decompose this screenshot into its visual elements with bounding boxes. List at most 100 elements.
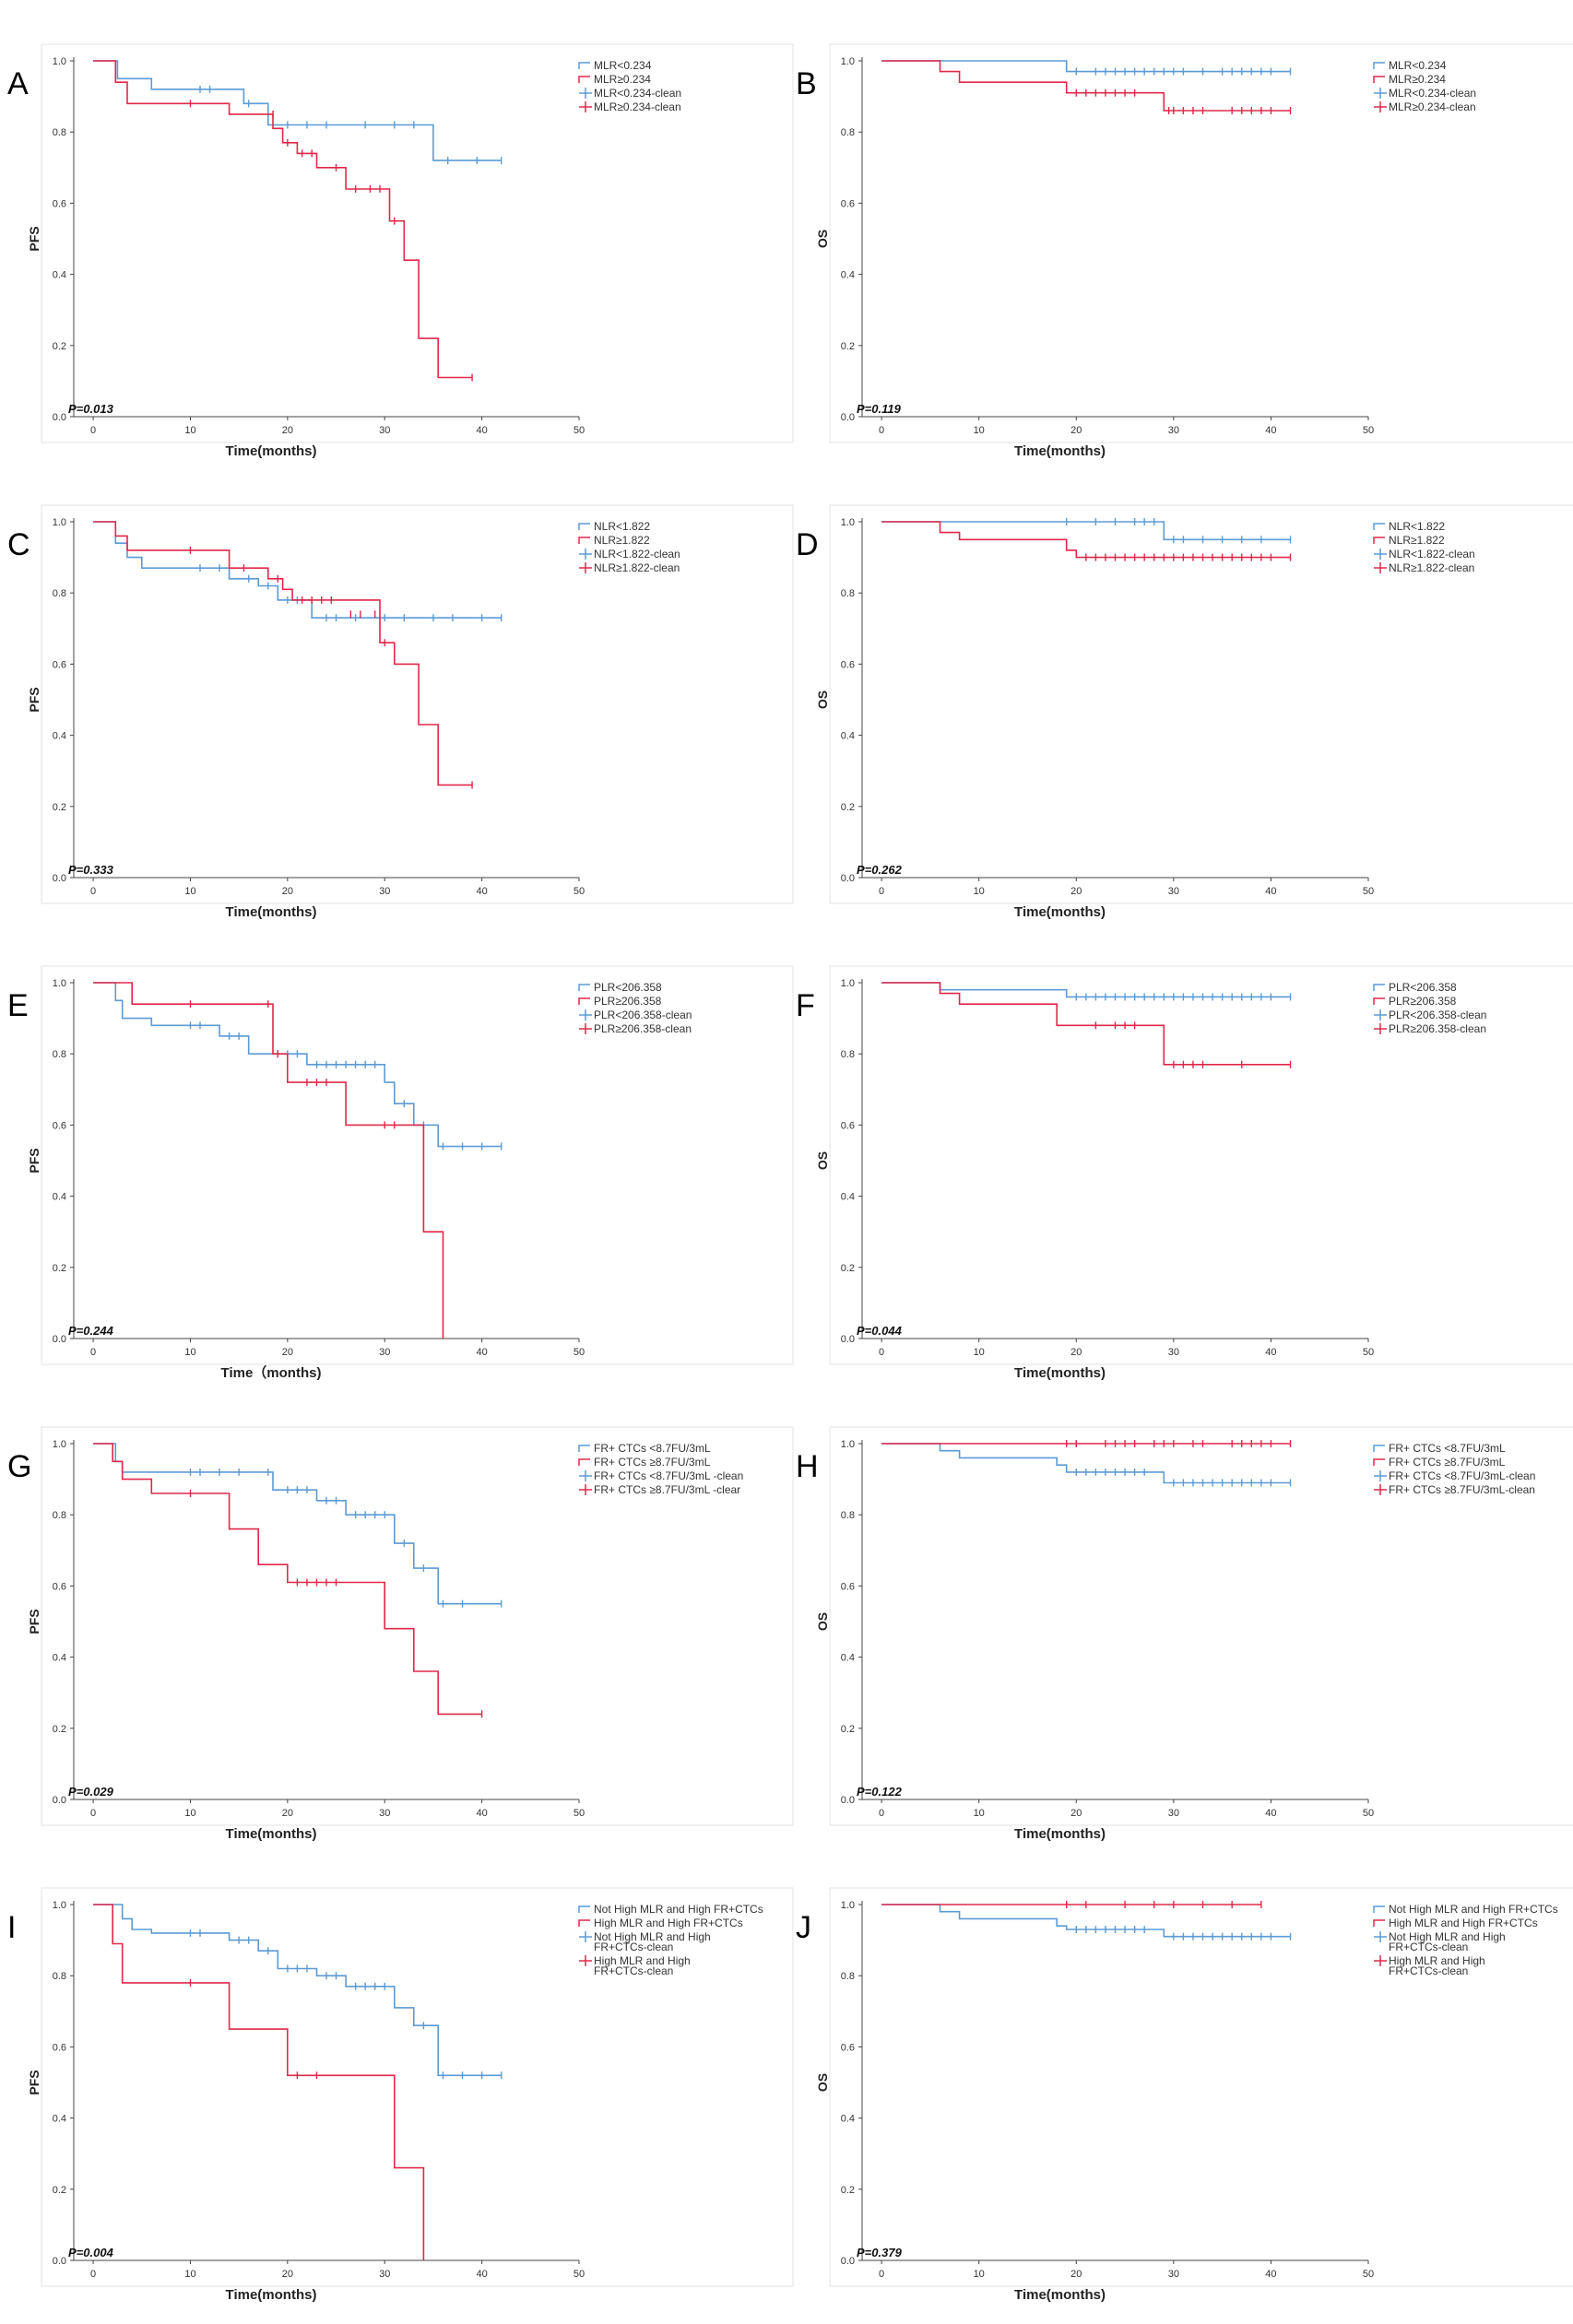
panel-B: B 0.0 0.2 0.4 0.6 0.8 1.0 0 10 20 30 40 50 Time(month… — [796, 43, 1573, 459]
legend-line-swatch — [578, 1905, 590, 1913]
x-tick-label: 50 — [574, 1347, 585, 1358]
panel-frame — [829, 504, 1573, 904]
legend-label: NLR<1.822 — [1389, 520, 1445, 533]
x-tick-label: 50 — [1363, 2269, 1374, 2280]
legend-label: High MLR and High FR+CTCs — [1389, 1917, 1538, 1929]
y-tick-label: 0.8 — [53, 1049, 66, 1060]
panel-D: D 0.0 0.2 0.4 0.6 0.8 1.0 0 10 20 30 40 50 Time(month… — [796, 504, 1573, 920]
y-tick-label: 0.0 — [841, 873, 855, 884]
x-axis-label: Time(months) — [1014, 2287, 1106, 2303]
x-tick-label: 50 — [574, 2269, 585, 2280]
y-tick-label: 0.2 — [53, 1263, 66, 1274]
legend-label: NLR<1.822 — [594, 520, 650, 533]
panel-frame — [41, 43, 794, 443]
survival-curve-blue — [881, 521, 1291, 541]
x-axis-label: Time（months) — [221, 1364, 322, 1381]
panel-frame — [41, 965, 794, 1365]
x-tick-label: 40 — [476, 1347, 487, 1358]
y-tick-label: 0.8 — [841, 1049, 855, 1060]
panel-letter: A — [7, 66, 29, 101]
y-tick-label: 0.2 — [841, 341, 855, 352]
x-tick-label: 40 — [476, 886, 487, 897]
survival-curve-red — [93, 521, 473, 786]
x-tick-label: 10 — [184, 886, 195, 897]
legend-line-swatch — [1373, 997, 1385, 1005]
survival-curve-red — [881, 982, 1291, 1066]
y-axis-label: PFS — [27, 687, 41, 712]
x-tick-label: 40 — [1265, 886, 1276, 897]
x-tick-label: 30 — [1168, 1808, 1179, 1819]
legend-label: Not High MLR and High — [594, 1930, 711, 1943]
legend-label: FR+ CTCs ≥8.7FU/3mL — [1389, 1456, 1506, 1469]
legend-label: High MLR and High FR+CTCs — [594, 1917, 743, 1929]
survival-curve-red — [93, 1443, 482, 1716]
x-tick-label: 40 — [476, 425, 487, 436]
y-tick-label: 0.2 — [841, 802, 855, 813]
x-tick-label: 40 — [1265, 2269, 1276, 2280]
x-tick-label: 0 — [90, 1808, 96, 1819]
x-tick-label: 20 — [1070, 2269, 1082, 2280]
y-tick-label: 0.4 — [53, 2114, 66, 2125]
y-axis-label: PFS — [27, 1609, 41, 1634]
x-tick-label: 0 — [90, 425, 96, 436]
x-tick-label: 10 — [184, 1347, 195, 1358]
x-tick-label: 50 — [574, 886, 585, 897]
y-tick-label: 1.0 — [53, 978, 66, 989]
panel-frame — [829, 965, 1573, 1365]
y-tick-label: 1.0 — [841, 517, 855, 528]
panel-letter: G — [7, 1449, 31, 1484]
legend-label: NLR<1.822-clean — [594, 548, 680, 560]
x-axis-label: Time(months) — [1014, 1365, 1106, 1381]
legend-label: FR+ CTCs ≥8.7FU/3mL — [594, 1456, 711, 1469]
p-value: P=0.119 — [857, 402, 902, 416]
legend-line-swatch — [578, 1445, 590, 1452]
legend-label: MLR<0.234-clean — [1389, 87, 1476, 100]
x-tick-label: 0 — [879, 425, 884, 436]
y-tick-label: 0.4 — [841, 2114, 855, 2125]
y-tick-label: 0.0 — [841, 2256, 855, 2267]
legend-label: PLR<206.358-clean — [594, 1009, 692, 1021]
y-tick-label: 0.4 — [53, 270, 66, 281]
legend-line-swatch — [578, 537, 590, 544]
p-value: P=0.244 — [68, 1324, 114, 1338]
x-tick-label: 40 — [1265, 1347, 1276, 1358]
x-tick-label: 50 — [574, 425, 585, 436]
panel-J: J 0.0 0.2 0.4 0.6 0.8 1.0 0 10 20 30 40 50 Time(month… — [796, 1887, 1573, 2303]
y-tick-label: 0.4 — [841, 270, 855, 281]
y-tick-label: 0.4 — [53, 731, 66, 742]
x-tick-label: 10 — [974, 2269, 985, 2280]
y-tick-label: 0.4 — [841, 1192, 855, 1203]
p-value: P=0.379 — [857, 2246, 903, 2259]
x-axis-label: Time(months) — [1014, 1826, 1106, 1842]
legend-label: NLR≥1.822-clean — [1389, 561, 1474, 574]
legend-line-swatch — [578, 997, 590, 1005]
x-tick-label: 20 — [282, 886, 293, 897]
survival-curve-red — [93, 60, 473, 379]
y-tick-label: 0.8 — [841, 127, 855, 138]
legend-line-swatch — [578, 62, 590, 69]
panel-A: A 0.0 0.2 0.4 0.6 0.8 1.0 0 10 20 30 40 50 Time(month… — [7, 43, 794, 459]
legend-label: NLR≥1.822 — [594, 534, 650, 547]
panel-H: H 0.0 0.2 0.4 0.6 0.8 1.0 0 10 20 30 40 50 Time(month… — [796, 1426, 1573, 1842]
legend-line-swatch — [1373, 62, 1385, 69]
legend-label: NLR≥1.822-clean — [594, 561, 680, 574]
legend-label: FR+ CTCs <8.7FU/3mL — [1389, 1442, 1506, 1455]
legend-label: FR+ CTCs ≥8.7FU/3mL-clean — [1389, 1483, 1535, 1496]
legend-label: FR+CTCs-clean — [594, 1941, 673, 1953]
x-tick-label: 30 — [379, 886, 390, 897]
y-tick-label: 0.0 — [53, 1334, 66, 1345]
x-tick-label: 50 — [1363, 425, 1374, 436]
x-tick-label: 0 — [879, 1808, 884, 1819]
legend-label: MLR<0.234 — [594, 59, 652, 72]
x-tick-label: 40 — [1265, 1808, 1276, 1819]
panel-F: F 0.0 0.2 0.4 0.6 0.8 1.0 0 10 20 30 40 50 Time(month… — [796, 965, 1573, 1381]
panel-C: C 0.0 0.2 0.4 0.6 0.8 1.0 0 10 20 30 40 50 Time(month… — [7, 504, 794, 920]
y-tick-label: 0.4 — [53, 1653, 66, 1664]
x-tick-label: 20 — [1070, 425, 1082, 436]
p-value: P=0.122 — [857, 1785, 903, 1799]
panel-frame — [41, 1426, 794, 1826]
y-axis-label: OS — [815, 230, 830, 248]
p-value: P=0.004 — [68, 2246, 114, 2259]
legend-label: PLR≥206.358 — [1389, 995, 1457, 1008]
